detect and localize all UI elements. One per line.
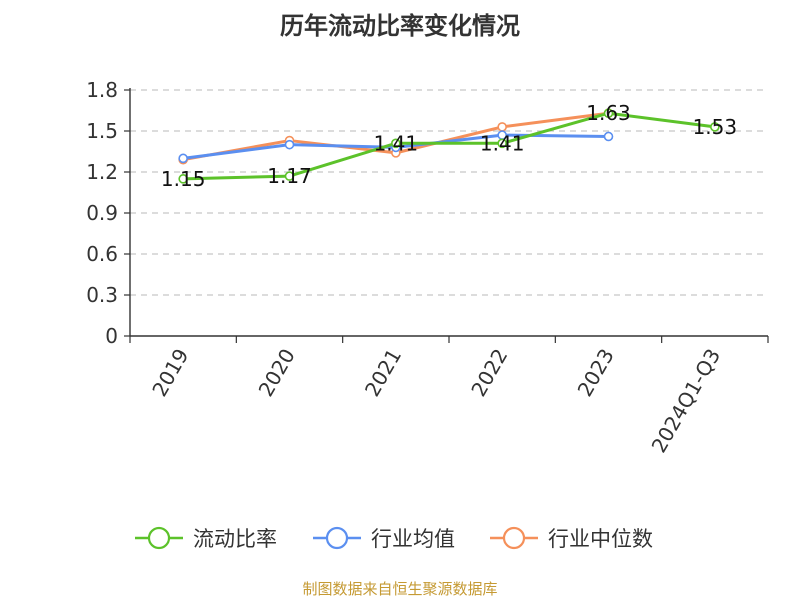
data-label: 1.15: [161, 167, 206, 191]
data-label: 1.41: [374, 131, 419, 155]
y-tick-label: 1.5: [86, 119, 118, 143]
data-point: [284, 139, 295, 150]
y-tick-label: 1.8: [86, 78, 118, 102]
legend-marker: [325, 526, 349, 550]
series-lines: [182, 111, 716, 181]
legend-label: 行业中位数: [548, 527, 653, 551]
source-note: 制图数据来自恒生聚源数据库: [302, 580, 498, 598]
axes: [129, 88, 768, 337]
data-label: 1.41: [480, 131, 525, 155]
y-tick-label: 0: [105, 324, 118, 348]
data-point: [178, 174, 188, 184]
y-tick-label: 0.9: [86, 201, 118, 225]
legend-label: 流动比率: [193, 527, 277, 551]
data-point: [603, 108, 614, 119]
x-tick-label: 2023: [573, 345, 619, 401]
x-tick-label: 2020: [254, 345, 300, 401]
legend-item: 行业中位数: [490, 526, 653, 551]
data-point: [178, 153, 188, 164]
x-tick-label: 2019: [147, 345, 193, 401]
grid-lines: [130, 89, 768, 296]
data-point: [497, 122, 507, 132]
data-label: 1.17: [267, 164, 312, 188]
chart-title: 历年流动比率变化情况: [280, 12, 520, 40]
x-tick-label: 2024Q1-Q3: [646, 345, 725, 457]
x-tick-label: 2021: [360, 345, 406, 401]
legend-label: 行业均值: [371, 527, 455, 551]
y-tick-label: 0.3: [86, 283, 118, 307]
data-point: [497, 138, 507, 149]
x-tick-label: 2022: [466, 344, 512, 400]
data-point: [391, 138, 401, 149]
data-point: [710, 122, 720, 132]
legend-marker: [502, 526, 526, 550]
series-line-0: [183, 111, 716, 181]
legend-item: 行业均值: [313, 526, 455, 551]
data-point: [284, 171, 295, 181]
y-tick-label: 0.6: [86, 242, 118, 266]
data-point: [603, 131, 614, 142]
legend: 流动比率 行业均值 行业中位数: [135, 526, 653, 551]
legend-marker: [147, 526, 171, 550]
y-tick-label: 1.2: [86, 160, 118, 184]
data-label: 1.53: [693, 115, 738, 139]
y-axis-ticks: 0 0.3 0.6 0.9 1.2 1.5 1.8: [86, 78, 130, 348]
data-label: 1.63: [586, 101, 631, 125]
x-axis-ticks: 2019 2020 2021 2022 2023 2024Q1-Q3: [129, 336, 769, 457]
legend-item: 流动比率: [135, 526, 277, 551]
data-labels: 1.15 1.17 1.41 1.41 1.63 1.53: [161, 101, 737, 191]
series-points: [178, 108, 720, 184]
